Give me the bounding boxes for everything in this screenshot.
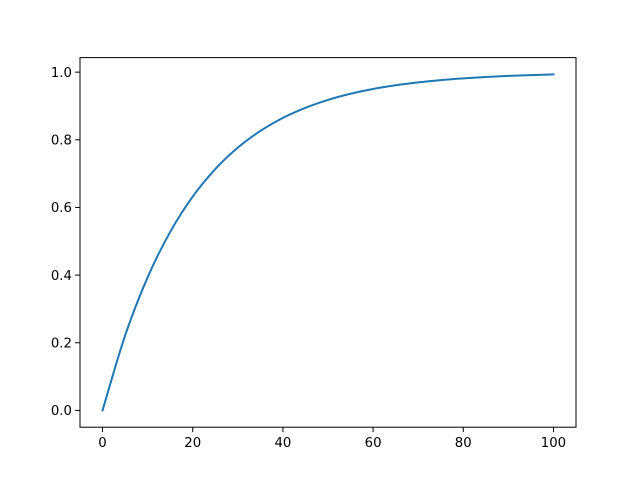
plot-area-frame [79, 57, 577, 428]
y-tick-label: 0.6 [51, 201, 72, 216]
x-tick-label: 0 [98, 436, 106, 451]
x-tick-label: 20 [184, 436, 201, 451]
y-tick-label: 0.0 [51, 404, 72, 419]
y-tick-label: 0.4 [51, 269, 72, 284]
x-tick-label: 100 [541, 436, 566, 451]
axis-ticks: 0 20 40 60 80 100 0.0 0.2 0.4 0.6 0.8 1.0 [51, 66, 566, 451]
y-tick-label: 0.2 [51, 337, 72, 352]
x-tick-label: 80 [455, 436, 472, 451]
y-tick-label: 1.0 [51, 66, 72, 81]
x-tick-label: 40 [274, 436, 291, 451]
x-tick-label: 60 [365, 436, 382, 451]
series-line [101, 73, 555, 412]
y-tick-label: 0.8 [51, 134, 72, 149]
